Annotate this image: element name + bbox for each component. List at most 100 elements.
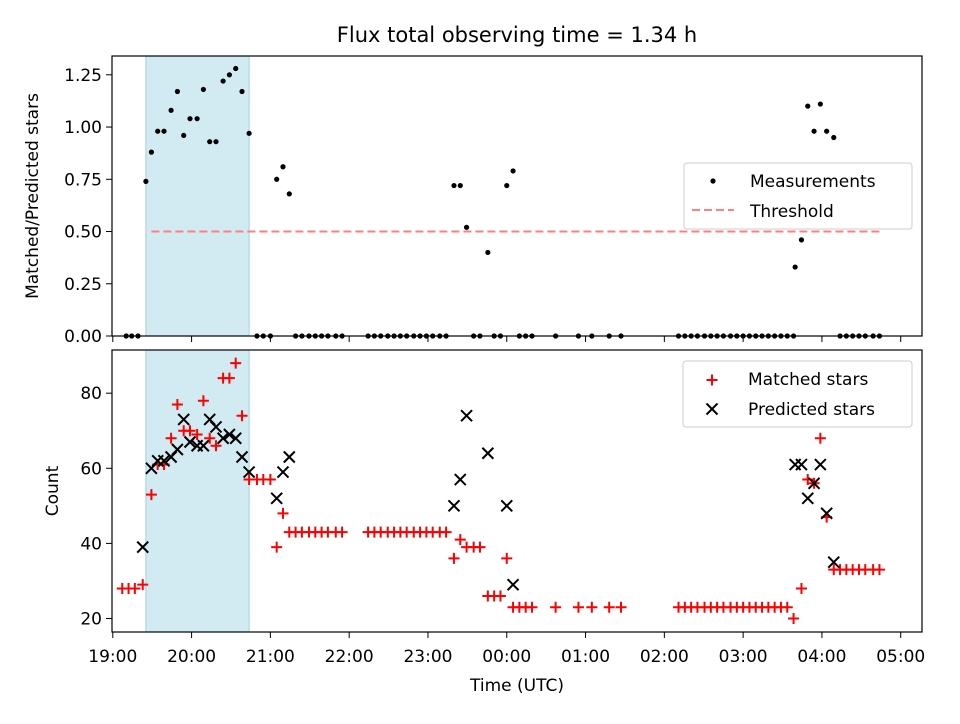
legend-matched-label: Matched stars	[748, 370, 868, 390]
bottom-axes-frame	[111, 349, 923, 633]
predicted-star-point	[814, 458, 827, 471]
matched-star-point	[454, 534, 466, 546]
matched-star-point	[145, 489, 157, 501]
measurement-point	[187, 116, 193, 122]
bottom-xtick-label: 00:00	[482, 647, 531, 667]
predicted-star-point	[216, 432, 230, 445]
matched-star-point	[795, 582, 807, 594]
measurement-point	[485, 249, 491, 256]
top-ylabel: Matched/Predicted stars	[23, 93, 43, 299]
bottom-ytick-label: 80	[80, 384, 102, 404]
bottom-ytick-label: 20	[80, 609, 102, 629]
bottom-xtick-label: 02:00	[640, 647, 689, 667]
measurement-point	[510, 168, 516, 174]
matched-star-point	[210, 440, 222, 452]
measurement-point	[155, 128, 161, 134]
predicted-star-point	[820, 507, 833, 520]
measurement-point	[463, 224, 470, 230]
matched-star-point	[788, 612, 800, 624]
measurement-point	[181, 132, 187, 139]
matched-star-point	[440, 526, 452, 538]
bottom-xlabel: Time (UTC)	[469, 676, 564, 696]
predicted-star-point	[506, 578, 520, 591]
predicted-star-point	[177, 413, 190, 426]
measurement-point	[817, 101, 823, 107]
measurement-point	[286, 191, 292, 197]
measurement-point	[831, 134, 837, 141]
legend-predicted-label: Predicted stars	[748, 400, 875, 420]
legend-matched-marker	[706, 374, 718, 386]
legend-threshold-label: Threshold	[749, 202, 834, 222]
bottom-panel: 20 40 60 80 19:00 20:00 21:00 22:00 23:00 00:00 0…	[43, 349, 925, 696]
predicted-star-point	[827, 555, 840, 569]
top-ytick-label: 0.00	[64, 327, 102, 347]
matched-star-point	[603, 601, 615, 613]
predicted-star-point	[223, 428, 236, 441]
measurement-point	[451, 182, 457, 189]
bottom-xtick-label: 04:00	[797, 647, 846, 667]
bottom-legend: Matched stars Predicted stars	[682, 360, 913, 428]
measurement-point	[233, 65, 239, 72]
measurement-point	[200, 86, 207, 93]
measurement-point	[239, 88, 245, 95]
measurement-point	[811, 128, 817, 134]
predicted-star-point	[500, 499, 513, 513]
measurement-point	[174, 88, 180, 95]
bottom-xtick-label: 23:00	[403, 647, 452, 667]
matched-star-point	[137, 579, 149, 591]
predicted-star-point	[807, 477, 821, 490]
predicted-star-point	[171, 443, 184, 456]
predicted-star-point	[229, 432, 242, 445]
matched-star-point	[230, 357, 242, 369]
measurement-point	[457, 182, 463, 189]
predicted-star-point	[276, 465, 290, 479]
measurement-point	[805, 103, 811, 109]
measurement-point	[798, 237, 805, 243]
figure-title: Flux total observing time = 1.34 h	[337, 23, 697, 47]
predicted-star-point	[183, 435, 197, 449]
matched-star-point	[171, 398, 183, 410]
top-ytick-label: 0.75	[64, 170, 102, 190]
bottom-xtick-label: 20:00	[167, 647, 216, 667]
matched-star-point	[814, 432, 826, 444]
predicted-star-point	[481, 447, 495, 460]
legend-predicted-marker	[705, 402, 719, 416]
legend-measurements-label: Measurements	[750, 172, 876, 192]
measurement-point	[504, 182, 510, 189]
predicted-star-point	[209, 420, 223, 434]
measurement-point	[194, 116, 200, 122]
top-axes-frame	[111, 55, 923, 337]
top-legend: Measurements Threshold	[683, 162, 913, 230]
predicted-star-point	[447, 499, 461, 513]
shaded-interval	[145, 55, 250, 337]
matched-star-point	[494, 590, 506, 602]
measurement-point	[213, 139, 219, 145]
matched-star-point	[223, 372, 235, 384]
predicted-star-point	[197, 439, 210, 452]
measurement-point	[207, 139, 213, 145]
matched-star-point	[781, 601, 793, 613]
matched-star-point	[204, 432, 216, 444]
legend-predicted-glyph	[705, 402, 719, 416]
matched-star-point	[586, 601, 598, 613]
matched-star-point	[501, 552, 513, 564]
bottom-xtick-label: 21:00	[246, 647, 295, 667]
measurement-point	[274, 176, 280, 182]
top-ytick-label: 0.50	[64, 223, 102, 243]
predicted-star-point	[242, 465, 256, 479]
bottom-xtick-label: 03:00	[719, 647, 768, 667]
predicted-star-point	[157, 454, 171, 467]
predicted-star-point	[801, 492, 814, 505]
bottom-xtick-label: 05:00	[876, 647, 925, 667]
matched-star-point	[165, 432, 177, 444]
matched-star-point	[615, 601, 627, 613]
measurement-point	[246, 130, 252, 136]
matched-star-point	[572, 601, 584, 613]
predicted-star-point	[136, 540, 149, 554]
matched-star-point	[236, 410, 248, 422]
matched-star-point	[271, 541, 283, 553]
top-ytick-label: 1.00	[64, 118, 102, 138]
measurement-point	[280, 164, 286, 170]
measurement-point	[143, 178, 149, 184]
